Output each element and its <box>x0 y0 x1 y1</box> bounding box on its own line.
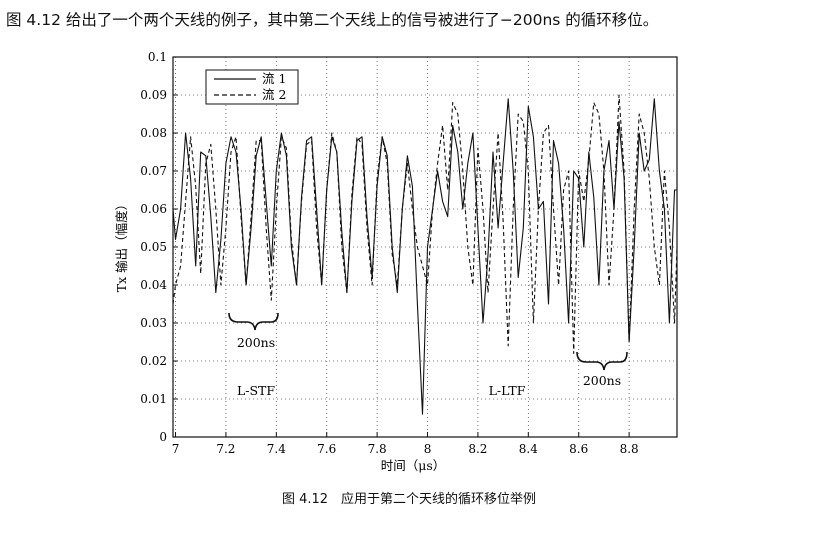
y-tick-label: 0.09 <box>140 88 167 102</box>
annotation-200ns-left: 200ns <box>237 335 275 350</box>
x-tick-label: 8.4 <box>519 442 538 456</box>
axis-ticks: 7 7.2 7.4 7.6 7.8 8 8.2 8.4 8.6 8.8 0 0.01 0.02 0.03 0… <box>140 50 638 456</box>
y-tick-label: 0.06 <box>140 202 167 216</box>
annotation-l-stf: L-STF <box>237 383 275 398</box>
y-tick-label: 0 <box>159 430 167 444</box>
x-tick-label: 7.6 <box>317 442 336 456</box>
x-tick-label: 7.4 <box>267 442 286 456</box>
brace-200ns-right <box>576 351 628 371</box>
y-tick-label: 0.08 <box>140 126 167 140</box>
x-tick-label: 8 <box>424 442 432 456</box>
x-tick-label: 7 <box>172 442 180 456</box>
x-tick-label: 7.2 <box>216 442 235 456</box>
series-line-2 <box>172 94 678 354</box>
figure-caption: 图 4.12 应用于第二个天线的循环移位举例 <box>281 492 537 507</box>
y-axis-label: Tx 输出（幅度） <box>114 198 129 292</box>
legend-label-stream-1: 流 1 <box>262 71 286 86</box>
series-line-1 <box>172 98 677 415</box>
y-tick-label: 0.07 <box>140 164 167 178</box>
series-lines <box>172 94 678 415</box>
intro-text: 图 4.12 给出了一个两个天线的例子，其中第二个天线上的信号被进行了−200n… <box>6 11 659 29</box>
y-tick-label: 0.03 <box>140 316 167 330</box>
brace-200ns-left <box>228 312 279 331</box>
annotation-200ns-right: 200ns <box>583 373 621 388</box>
x-tick-label: 8.2 <box>468 442 487 456</box>
y-tick-label: 0.04 <box>140 278 167 292</box>
y-tick-label: 0.02 <box>140 354 167 368</box>
y-tick-label: 0.05 <box>140 240 167 254</box>
y-tick-label: 0.01 <box>140 392 167 406</box>
legend-label-stream-2: 流 2 <box>262 87 286 102</box>
x-axis-label: 时间（μs） <box>381 458 446 473</box>
legend: 流 1 流 2 <box>205 69 299 105</box>
y-tick-label: 0.1 <box>148 50 167 64</box>
x-tick-label: 8.6 <box>569 442 588 456</box>
legend-box <box>205 69 299 105</box>
annotation-l-ltf: L-LTF <box>489 383 526 398</box>
x-tick-label: 8.8 <box>620 442 639 456</box>
x-tick-label: 7.8 <box>368 442 387 456</box>
